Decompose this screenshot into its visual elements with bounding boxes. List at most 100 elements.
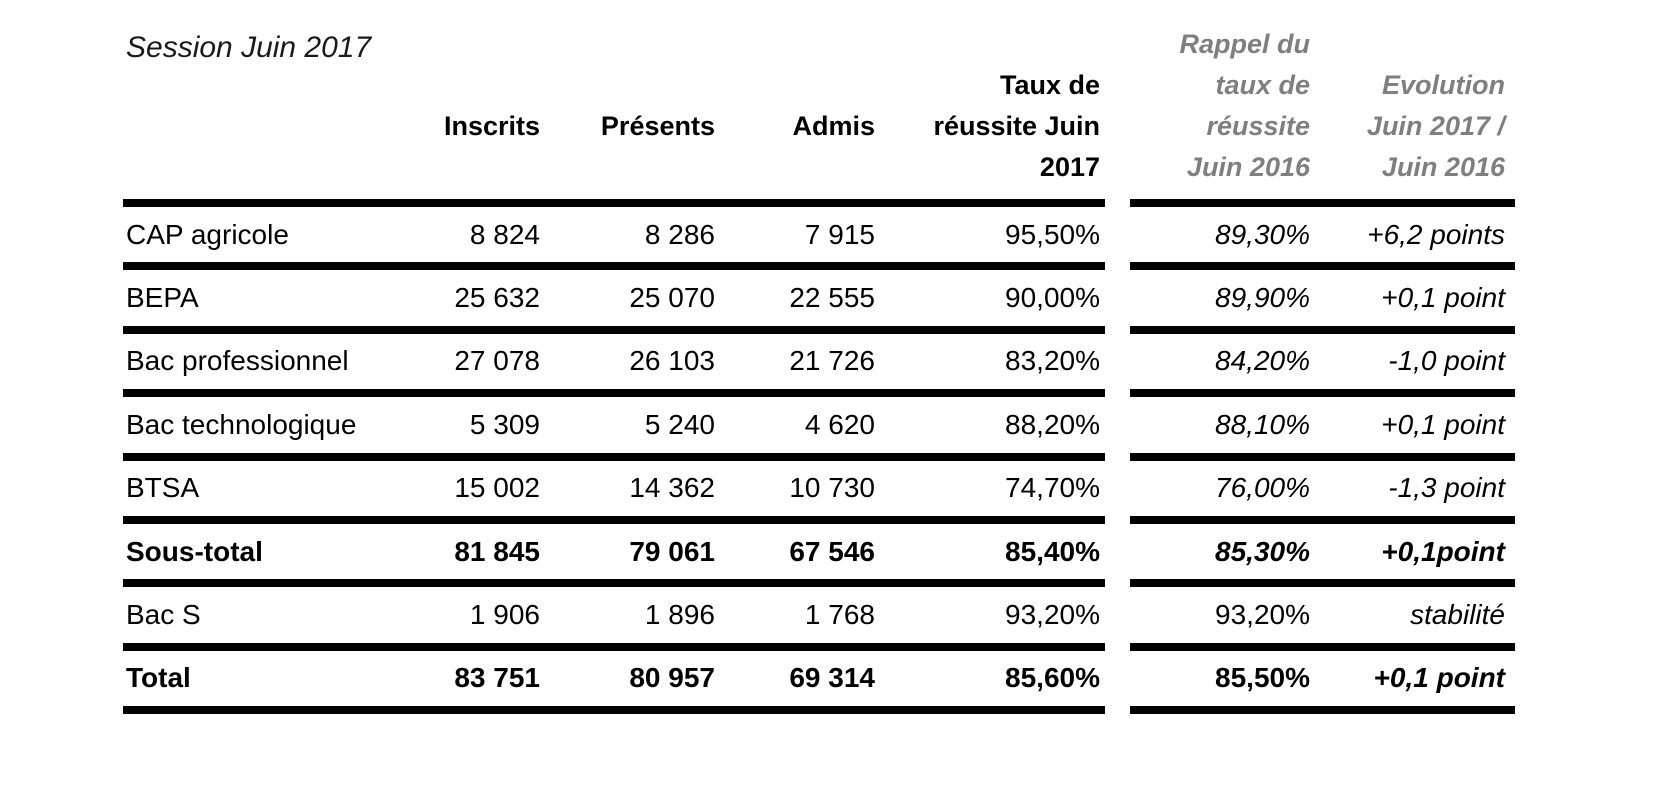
taux-value: 93,20% bbox=[1005, 599, 1100, 631]
evolution-value: -1,0 point bbox=[1388, 345, 1505, 377]
evolution-value: stabilité bbox=[1410, 599, 1505, 631]
rappel-value: 89,30% bbox=[1215, 218, 1310, 250]
header-main-segment: Inscrits Présents Admis Taux de réussite… bbox=[123, 0, 1105, 207]
presents-value: 79 061 bbox=[629, 535, 715, 567]
row-right-segment: 93,20% stabilité bbox=[1130, 587, 1515, 651]
presents-value: 26 103 bbox=[629, 345, 715, 377]
table-gap bbox=[1105, 207, 1130, 270]
rappel-value: 93,20% bbox=[1215, 599, 1310, 631]
column-header-evolution: Evolution Juin 2017 / Juin 2016 bbox=[1366, 70, 1505, 182]
admis-value: 4 620 bbox=[804, 408, 875, 440]
table-row-bac-professionnel: Bac professionnel 27 078 26 103 21 726 8… bbox=[123, 334, 1515, 398]
row-right-segment: 89,90% +0,1 point bbox=[1130, 270, 1515, 334]
inscrits-value: 83 751 bbox=[454, 662, 540, 694]
table-row-total: Total 83 751 80 957 69 314 85,60% 85,50%… bbox=[123, 651, 1515, 715]
table-row-sous-total: Sous-total 81 845 79 061 67 546 85,40% 8… bbox=[123, 524, 1515, 588]
rappel-value: 88,10% bbox=[1215, 408, 1310, 440]
table-gap bbox=[1105, 0, 1130, 207]
table-gap bbox=[1105, 651, 1130, 714]
row-right-segment: 85,50% +0,1 point bbox=[1130, 651, 1515, 715]
table-title: Session Juin 2017 bbox=[126, 31, 372, 64]
inscrits-value: 15 002 bbox=[454, 472, 540, 504]
row-main-segment: Bac professionnel 27 078 26 103 21 726 8… bbox=[123, 334, 1105, 398]
table-gap bbox=[1105, 461, 1130, 524]
table-gap bbox=[1105, 397, 1130, 460]
table-gap bbox=[1105, 334, 1130, 397]
presents-value: 80 957 bbox=[629, 662, 715, 694]
table-row-bac-technologique: Bac technologique 5 309 5 240 4 620 88,2… bbox=[123, 397, 1515, 461]
row-right-segment: 85,30% +0,1point bbox=[1130, 524, 1515, 588]
inscrits-value: 81 845 bbox=[454, 535, 540, 567]
row-label: BEPA bbox=[126, 282, 199, 314]
header-label-spacer bbox=[123, 188, 410, 199]
table-gap bbox=[1105, 587, 1130, 650]
rappel-value: 89,90% bbox=[1215, 282, 1310, 314]
taux-value: 85,40% bbox=[1005, 535, 1100, 567]
row-label: Sous-total bbox=[126, 535, 263, 567]
table-gap bbox=[1105, 524, 1130, 587]
taux-value: 90,00% bbox=[1005, 282, 1100, 314]
row-right-segment: 89,30% +6,2 points bbox=[1130, 207, 1515, 271]
admis-value: 21 726 bbox=[789, 345, 875, 377]
presents-value: 8 286 bbox=[644, 218, 715, 250]
column-header-admis: Admis bbox=[792, 111, 875, 141]
table-row-bepa: BEPA 25 632 25 070 22 555 90,00% 89,90% … bbox=[123, 270, 1515, 334]
evolution-value: +0,1 point bbox=[1381, 282, 1505, 314]
row-main-segment: Sous-total 81 845 79 061 67 546 85,40% bbox=[123, 524, 1105, 588]
presents-value: 14 362 bbox=[629, 472, 715, 504]
row-main-segment: Bac S 1 906 1 896 1 768 93,20% bbox=[123, 587, 1105, 651]
admis-value: 10 730 bbox=[789, 472, 875, 504]
rappel-value: 85,50% bbox=[1215, 662, 1310, 694]
results-table: Inscrits Présents Admis Taux de réussite… bbox=[123, 0, 1515, 715]
table-row-bac-s: Bac S 1 906 1 896 1 768 93,20% 93,20% st… bbox=[123, 587, 1515, 651]
row-main-segment: BTSA 15 002 14 362 10 730 74,70% bbox=[123, 461, 1105, 524]
evolution-value: +0,1 point bbox=[1373, 662, 1505, 694]
table-row-cap-agricole: CAP agricole 8 824 8 286 7 915 95,50% 89… bbox=[123, 207, 1515, 271]
row-label: BTSA bbox=[126, 472, 200, 504]
table-header-row: Inscrits Présents Admis Taux de réussite… bbox=[123, 0, 1515, 207]
presents-value: 1 896 bbox=[644, 599, 715, 631]
admis-value: 67 546 bbox=[789, 535, 875, 567]
evolution-value: +0,1point bbox=[1381, 535, 1505, 567]
inscrits-value: 8 824 bbox=[469, 218, 540, 250]
taux-value: 88,20% bbox=[1005, 408, 1100, 440]
table-gap bbox=[1105, 270, 1130, 333]
evolution-value: -1,3 point bbox=[1388, 472, 1505, 504]
row-right-segment: 88,10% +0,1 point bbox=[1130, 397, 1515, 461]
presents-value: 25 070 bbox=[629, 282, 715, 314]
row-main-segment: BEPA 25 632 25 070 22 555 90,00% bbox=[123, 270, 1105, 334]
row-right-segment: 76,00% -1,3 point bbox=[1130, 461, 1515, 524]
column-header-rappel-2016: Rappel du taux de réussite Juin 2016 bbox=[1179, 29, 1310, 182]
admis-value: 22 555 bbox=[789, 282, 875, 314]
header-right-segment: Rappel du taux de réussite Juin 2016 Evo… bbox=[1130, 0, 1515, 207]
presents-value: 5 240 bbox=[644, 408, 715, 440]
table-row-btsa: BTSA 15 002 14 362 10 730 74,70% 76,00% … bbox=[123, 461, 1515, 524]
row-label: Bac technologique bbox=[126, 408, 357, 440]
column-header-presents: Présents bbox=[600, 111, 715, 141]
row-main-segment: Bac technologique 5 309 5 240 4 620 88,2… bbox=[123, 397, 1105, 461]
taux-value: 83,20% bbox=[1005, 345, 1100, 377]
row-label: Total bbox=[126, 662, 191, 694]
taux-value: 85,60% bbox=[1005, 662, 1100, 694]
rappel-value: 84,20% bbox=[1215, 345, 1310, 377]
rappel-value: 76,00% bbox=[1215, 472, 1310, 504]
taux-value: 95,50% bbox=[1005, 218, 1100, 250]
inscrits-value: 25 632 bbox=[454, 282, 540, 314]
rappel-value: 85,30% bbox=[1215, 535, 1310, 567]
inscrits-value: 5 309 bbox=[469, 408, 540, 440]
row-main-segment: CAP agricole 8 824 8 286 7 915 95,50% bbox=[123, 207, 1105, 271]
row-right-segment: 84,20% -1,0 point bbox=[1130, 334, 1515, 398]
admis-value: 7 915 bbox=[804, 218, 875, 250]
inscrits-value: 1 906 bbox=[469, 599, 540, 631]
admis-value: 69 314 bbox=[789, 662, 875, 694]
evolution-value: +6,2 points bbox=[1367, 218, 1505, 250]
column-header-taux-2017: Taux de réussite Juin 2017 bbox=[933, 70, 1100, 182]
inscrits-value: 27 078 bbox=[454, 345, 540, 377]
evolution-value: +0,1 point bbox=[1381, 408, 1505, 440]
column-header-inscrits: Inscrits bbox=[443, 111, 540, 141]
admis-value: 1 768 bbox=[804, 599, 875, 631]
row-main-segment: Total 83 751 80 957 69 314 85,60% bbox=[123, 651, 1105, 715]
row-label: Bac S bbox=[126, 599, 201, 631]
taux-value: 74,70% bbox=[1005, 472, 1100, 504]
